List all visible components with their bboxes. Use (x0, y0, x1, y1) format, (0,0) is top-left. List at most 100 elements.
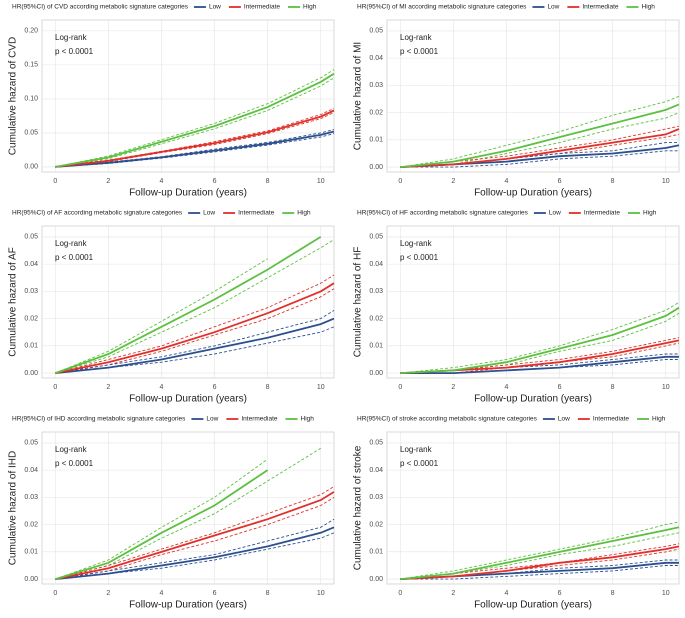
x-tick-label: 4 (160, 590, 164, 597)
y-tick-label: 0.02 (24, 315, 38, 322)
legend-label: Low (558, 416, 570, 423)
y-tick-label: 0.01 (24, 549, 38, 556)
x-tick-label: 10 (317, 178, 325, 185)
y-tick-label: 0.04 (369, 467, 383, 474)
y-tick-label: 0.04 (369, 55, 383, 62)
x-tick-label: 0 (53, 590, 57, 597)
y-tick-label: 0.20 (24, 28, 38, 35)
y-tick-label: 0.01 (369, 549, 383, 556)
ci-line (55, 458, 268, 580)
y-axis-label: Cumulative hazard of stroke (353, 445, 364, 570)
y-tick-label: 0.10 (24, 96, 38, 103)
ci-line (400, 565, 679, 580)
legend-title: HR(95%CI) of MI according metabolic sign… (357, 4, 527, 11)
x-axis-label: Follow-up Duration (years) (129, 394, 247, 405)
panel: 0.00 0.01 0.02 0.03 0.04 0.05 0 2 4 6 8 10 Log-rank p… (8, 210, 335, 405)
hazard-line (55, 72, 335, 168)
x-tick-label: 10 (317, 590, 325, 597)
ci-line (400, 548, 680, 580)
x-tick-label: 2 (106, 384, 110, 391)
y-tick-label: 0.04 (369, 261, 383, 268)
legend-label: High (301, 416, 315, 423)
plot-border (386, 431, 680, 585)
annotation: Log-rank (55, 33, 88, 42)
hazard-line (400, 545, 680, 580)
y-tick-label: 0.05 (369, 440, 383, 447)
x-tick-label: 2 (451, 178, 455, 185)
legend-title: HR(95%CI) of stroke according metabolic … (357, 416, 538, 423)
annotation: Log-rank (400, 33, 433, 42)
x-tick-label: 4 (505, 590, 509, 597)
plot-border (386, 19, 680, 173)
ci-line (400, 133, 680, 168)
legend-label: Low (209, 4, 221, 11)
ci-line (400, 150, 679, 168)
ci-line (400, 532, 680, 580)
x-tick-label: 0 (398, 384, 402, 391)
x-tick-label: 10 (662, 178, 670, 185)
hazard-line (400, 355, 679, 374)
x-tick-label: 6 (558, 590, 562, 597)
y-tick-label: 0.00 (369, 576, 383, 583)
x-tick-label: 10 (317, 384, 325, 391)
y-tick-label: 0.00 (24, 370, 38, 377)
x-tick-label: 6 (213, 178, 217, 185)
ci-line (55, 239, 335, 374)
hazard-line (55, 526, 335, 580)
x-axis-label: Follow-up Duration (years) (474, 600, 592, 611)
x-tick-label: 0 (398, 590, 402, 597)
ci-line (55, 112, 335, 168)
x-tick-label: 6 (213, 384, 217, 391)
hazard-line (55, 282, 335, 374)
y-tick-label: 0.01 (24, 343, 38, 350)
ci-line (55, 129, 335, 168)
y-tick-label: 0.03 (369, 494, 383, 501)
y-axis-label: Cumulative hazard of HF (353, 247, 364, 358)
annotation: Log-rank (400, 445, 433, 454)
x-tick-label: 6 (213, 590, 217, 597)
x-tick-label: 4 (160, 178, 164, 185)
legend-label: High (652, 416, 666, 423)
y-tick-label: 0.03 (24, 288, 38, 295)
ci-line (55, 518, 335, 580)
x-axis-label: Follow-up Duration (years) (129, 188, 247, 199)
annotation: Log-rank (55, 445, 88, 454)
ci-line (55, 274, 335, 374)
x-tick-label: 8 (611, 384, 615, 391)
y-tick-label: 0.05 (24, 234, 38, 241)
legend-label: Low (206, 416, 218, 423)
annotation: p < 0.0001 (400, 459, 439, 468)
x-tick-label: 2 (451, 384, 455, 391)
y-tick-label: 0.03 (369, 82, 383, 89)
annotation: p < 0.0001 (400, 47, 439, 56)
annotation: p < 0.0001 (55, 459, 94, 468)
annotation: p < 0.0001 (400, 253, 439, 262)
annotation: Log-rank (400, 239, 433, 248)
x-tick-label: 8 (266, 178, 270, 185)
ci-line (55, 497, 335, 580)
ci-line (400, 559, 679, 580)
legend-label: Low (547, 4, 559, 11)
hazard-line (400, 103, 680, 168)
x-tick-label: 4 (505, 178, 509, 185)
y-axis-label: Cumulative hazard of MI (353, 42, 364, 150)
y-tick-label: 0.00 (369, 164, 383, 171)
legend-label: High (643, 210, 657, 217)
ci-line (400, 112, 680, 168)
legend-label: Intermediate (584, 210, 621, 217)
plot-border (41, 431, 335, 585)
y-tick-label: 0.02 (369, 521, 383, 528)
panel: 0.00 0.05 0.10 0.15 0.20 0 2 4 6 8 10 Log-rank p < 0… (8, 4, 335, 199)
panel: 0.00 0.01 0.02 0.03 0.04 0.05 0 2 4 6 8 10 Log-rank p… (353, 4, 680, 199)
x-axis-label: Follow-up Duration (years) (474, 188, 592, 199)
x-axis-label: Follow-up Duration (years) (474, 394, 592, 405)
annotation: p < 0.0001 (55, 47, 94, 56)
x-tick-label: 0 (53, 178, 57, 185)
x-tick-label: 2 (106, 590, 110, 597)
x-tick-label: 8 (611, 178, 615, 185)
y-tick-label: 0.00 (369, 370, 383, 377)
legend-label: Intermediate (238, 210, 275, 217)
y-tick-label: 0.02 (369, 315, 383, 322)
x-tick-label: 10 (662, 384, 670, 391)
